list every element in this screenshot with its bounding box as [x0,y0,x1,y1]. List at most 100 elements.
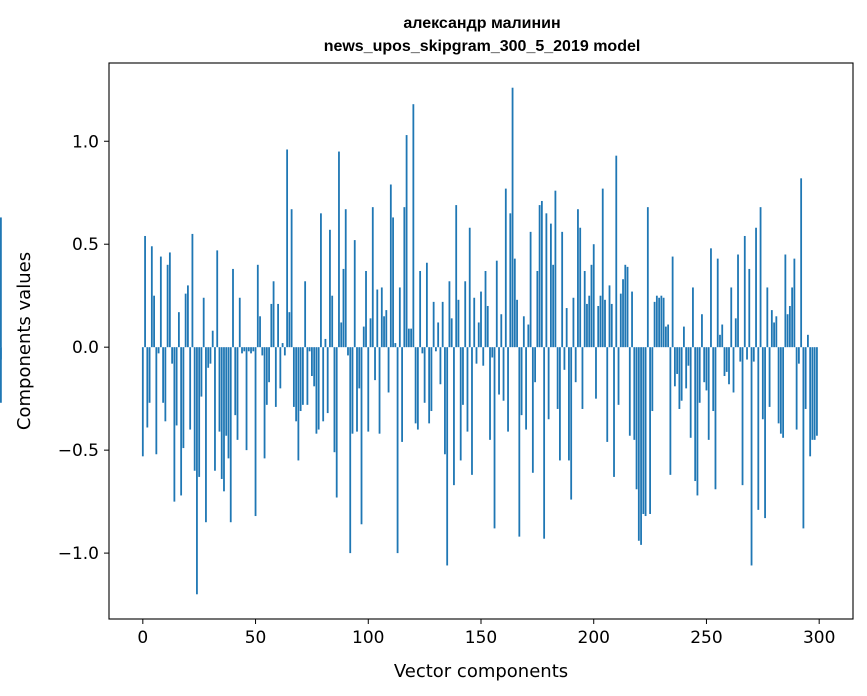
bar [613,347,615,477]
bar [655,295,658,348]
bar [340,322,343,348]
bar [520,347,523,416]
bar [507,347,509,432]
bar [306,347,309,405]
bar [653,301,656,348]
bar [462,347,464,405]
bar [175,347,178,426]
x-axis-ticks: 0 50 100 150 200 250 300 [137,619,835,648]
x-tick-label: 200 [578,628,610,648]
plot-frame [108,62,854,620]
bar [743,235,746,348]
bar [788,305,791,348]
x-tick-label: 100 [352,628,384,648]
bar [734,318,737,348]
bar [236,347,239,440]
bar [144,235,146,348]
bar [268,347,270,383]
bar [241,347,243,354]
bar [640,347,642,545]
bar [401,347,403,442]
bar [549,223,552,348]
bar [574,347,577,383]
bar [728,347,730,385]
bar [637,347,640,541]
bar [725,347,728,372]
bar [678,347,681,409]
bar [683,326,685,348]
bar [198,347,201,477]
bar [371,207,374,348]
bar [482,347,485,366]
bar [766,287,769,348]
bar [279,347,282,389]
bar [0,217,2,348]
bar [243,347,246,352]
bar [525,347,527,430]
bar [802,347,805,529]
bar [347,347,349,356]
bar [495,260,498,348]
bar [153,295,155,348]
bar [626,266,629,348]
bar [403,207,406,348]
bar [180,347,183,496]
bar [676,347,679,374]
bar [809,347,812,457]
bar [365,270,367,348]
bar [376,289,379,348]
bar [466,347,469,432]
bar [380,287,383,348]
bar [486,305,489,348]
bar [168,252,171,348]
bar [477,322,480,348]
bar [162,347,165,403]
bar [511,87,514,348]
bar [583,270,586,348]
bar [604,299,606,348]
bar [171,347,174,364]
bar [642,347,645,514]
bar [491,347,494,358]
bar [484,270,487,348]
bar [200,347,203,397]
bar [274,347,277,407]
bar [730,287,733,348]
bar [723,347,726,377]
bar [453,347,455,486]
bar [304,281,307,348]
bar [288,312,291,348]
bar [245,347,248,451]
bar [694,347,697,482]
bar [311,347,313,377]
bar [283,347,286,356]
bar [338,151,340,348]
bar [0,347,2,403]
x-axis-label: Vector components [394,661,568,682]
bar [191,233,194,348]
bar [439,347,442,385]
bar [759,207,762,348]
bar [263,347,266,459]
bar [211,330,214,348]
bar [804,347,807,409]
bar [435,347,437,352]
bar [721,324,724,348]
bar [146,347,149,428]
bar [719,334,721,348]
bar [193,347,196,471]
bar [398,287,401,348]
bar [356,347,358,432]
bar [590,264,593,348]
bar [498,347,500,395]
bar [516,299,518,348]
bar [588,295,591,348]
bar [599,295,602,348]
bar [394,343,397,348]
bar [367,347,370,432]
bar [664,326,667,348]
chart-title: александр малинин [403,15,560,32]
bar [755,227,757,348]
bar [513,258,516,348]
bar [227,347,230,459]
